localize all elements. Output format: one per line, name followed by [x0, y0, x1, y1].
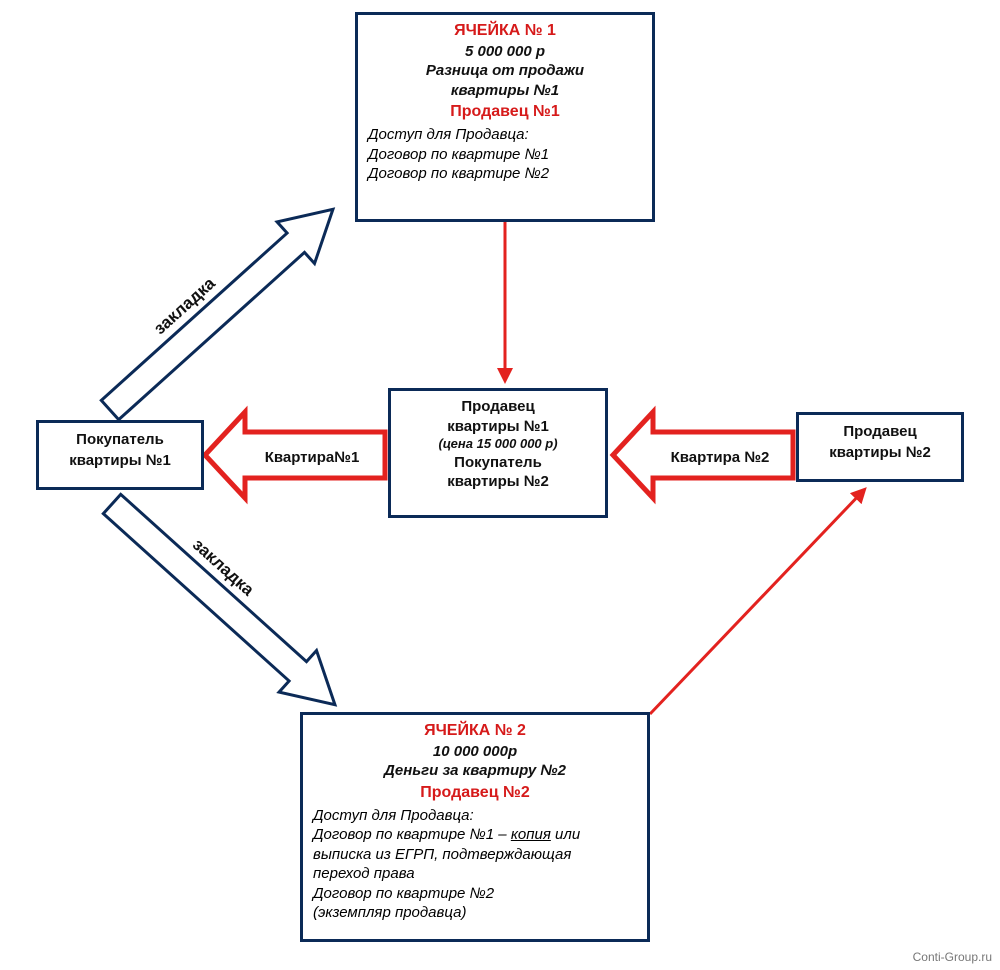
cell1-desc2: квартиры №1: [368, 81, 642, 101]
zakladka-top-label: закладка: [150, 273, 219, 338]
block-arrow-kv1-label: Квартира№1: [265, 449, 360, 466]
cell2-l5: (экземпляр продавца): [313, 903, 637, 923]
center-l4: квартиры №2: [401, 472, 595, 492]
cell2-box: ЯЧЕЙКА № 2 10 000 000р Деньги за квартир…: [300, 712, 650, 942]
cell1-seller: Продавец №1: [368, 102, 642, 123]
zakladka-arrow-top: закладка: [85, 182, 351, 431]
cell1-desc1: Разница от продажи: [368, 61, 642, 81]
cell2-seller: Продавец №2: [313, 783, 637, 804]
cell2-amount: 10 000 000р: [313, 742, 637, 762]
cell1-access-l2: Договор по квартире №2: [368, 164, 642, 184]
buyer-box: Покупатель квартиры №1: [36, 420, 204, 490]
center-l3: Покупатель: [401, 453, 595, 473]
cell2-l1: Договор по квартире №1 – копия или: [313, 825, 637, 845]
arrow-cell2-to-seller2: [650, 490, 864, 714]
seller2-box: Продавец квартиры №2: [796, 412, 964, 482]
cell2-l4: Договор по квартире №2: [313, 884, 637, 904]
center-l2: квартиры №1: [401, 417, 595, 437]
cell1-box: ЯЧЕЙКА № 1 5 000 000 р Разница от продаж…: [355, 12, 655, 222]
cell2-desc: Деньги за квартиру №2: [313, 761, 637, 781]
cell1-title: ЯЧЕЙКА № 1: [368, 21, 642, 42]
seller2-l1: Продавец: [809, 421, 951, 442]
cell2-access-hdr: Доступ для Продавца:: [313, 806, 637, 826]
cell2-l3: переход права: [313, 864, 637, 884]
center-price: (цена 15 000 000 р): [401, 436, 595, 453]
center-box: Продавец квартиры №1 (цена 15 000 000 р)…: [388, 388, 608, 518]
cell1-amount: 5 000 000 р: [368, 42, 642, 62]
block-arrow-kv2-label: Квартира №2: [671, 449, 770, 466]
cell1-access-l1: Договор по квартире №1: [368, 145, 642, 165]
cell1-access-hdr: Доступ для Продавца:: [368, 125, 642, 145]
buyer-l1: Покупатель: [49, 429, 191, 450]
zakladka-bottom-label: закладка: [189, 535, 258, 600]
center-l1: Продавец: [401, 397, 595, 417]
zakladka-arrow-bottom: закладка: [93, 477, 359, 726]
buyer-l2: квартиры №1: [49, 450, 191, 471]
cell2-l2: выписка из ЕГРП, подтверждающая: [313, 845, 637, 865]
watermark: Conti-Group.ru: [913, 950, 992, 964]
block-arrow-kvartira1: Квартира№1: [205, 412, 385, 498]
cell2-title: ЯЧЕЙКА № 2: [313, 721, 637, 742]
block-arrow-kvartira2: Квартира №2: [613, 412, 793, 498]
seller2-l2: квартиры №2: [809, 442, 951, 463]
